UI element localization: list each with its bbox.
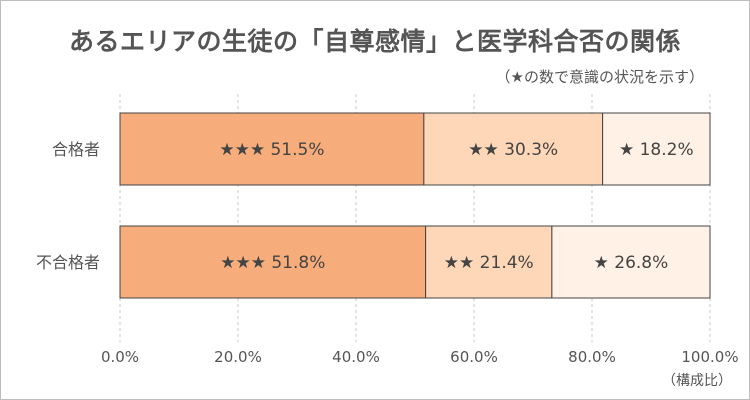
x-tick-label: 60.0% (450, 348, 498, 366)
x-tick-label: 0.0% (101, 348, 139, 366)
data-label: ★★ 30.3% (468, 140, 558, 160)
unit-label: （構成比） (662, 373, 732, 389)
data-label: ★ 18.2% (619, 140, 694, 160)
x-tick-label: 100.0% (681, 348, 738, 366)
bar-segment (602, 112, 711, 186)
chart-subtitle: （★の数で意識の状況を示す） (495, 68, 704, 86)
chart-title: あるエリアの生徒の「自尊感情」と医学科合否の関係 (68, 27, 681, 56)
category-label: 合格者 (52, 140, 100, 159)
bar-segment (423, 112, 604, 186)
data-label: ★ 26.8% (594, 253, 669, 273)
x-tick-label: 80.0% (568, 348, 616, 366)
data-label: ★★★ 51.5% (219, 140, 324, 160)
data-label: ★★ 21.4% (444, 253, 534, 273)
bar-segment (119, 112, 425, 186)
x-tick-label: 40.0% (332, 348, 380, 366)
bar-segment (119, 225, 427, 299)
bar-segment (551, 225, 711, 299)
x-tick-label: 20.0% (214, 348, 262, 366)
category-label: 不合格者 (36, 253, 100, 272)
data-label: ★★★ 51.8% (220, 253, 325, 273)
bar-segment (425, 225, 553, 299)
